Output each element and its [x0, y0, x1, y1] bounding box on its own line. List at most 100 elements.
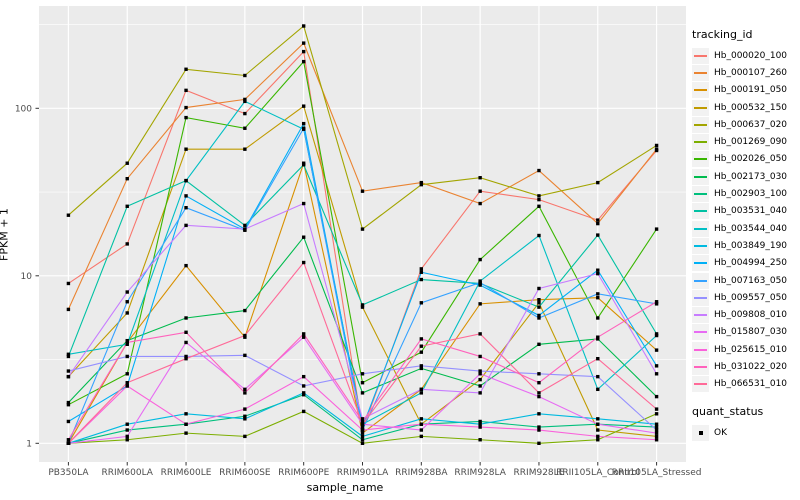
legend-item-Hb_003849_190: Hb_003849_190: [692, 237, 800, 254]
legend-item-label: Hb_002026_050: [714, 154, 788, 165]
data-point-marker: [301, 104, 306, 108]
legend-item-Hb_007163_050: Hb_007163_050: [692, 272, 800, 289]
data-point-marker: [419, 301, 424, 305]
legend-title-tracking-id: tracking_id: [692, 28, 753, 41]
data-point-marker: [360, 305, 365, 309]
data-point-marker: [537, 305, 541, 309]
data-point-marker: [478, 283, 482, 287]
legend-tracking-items: Hb_000020_100 Hb_000107_260 Hb_000191_050 H…: [692, 47, 800, 393]
legend-item-Hb_009808_010: Hb_009808_010: [692, 306, 800, 324]
data-point-marker: [66, 213, 71, 217]
legend-item-Hb_025615_010: Hb_025615_010: [692, 341, 800, 358]
legend-key-icon: [692, 272, 709, 289]
legend-quant-status-block: quant_status OK: [692, 405, 800, 441]
data-point-marker: [478, 332, 482, 336]
data-point-marker: [301, 201, 306, 206]
data-point-marker: [419, 277, 424, 282]
data-point-marker: [419, 417, 424, 421]
data-point-marker: [243, 308, 247, 313]
data-point-marker: [184, 194, 188, 198]
legend-key-icon: [692, 64, 709, 81]
data-point-marker: [243, 417, 247, 421]
legend-color-line-icon: [694, 262, 707, 265]
data-point-marker: [654, 372, 659, 376]
data-point-marker: [537, 197, 541, 202]
data-point-marker: [184, 316, 188, 320]
legend-key-icon: [692, 255, 709, 272]
data-point-marker: [125, 422, 129, 426]
data-point-marker: [125, 354, 129, 359]
data-point-marker: [654, 300, 659, 304]
data-point-marker: [654, 425, 659, 429]
legend-item-Hb_001269_090: Hb_001269_090: [692, 133, 800, 151]
data-point-marker: [243, 387, 247, 392]
legend-item-label: Hb_002173_030: [714, 171, 788, 182]
data-point-marker: [125, 384, 129, 388]
data-point-marker: [478, 419, 482, 424]
data-point-marker: [596, 434, 600, 439]
legend-color-line-icon: [694, 193, 707, 196]
legend-key-icon: [692, 237, 709, 254]
data-point-marker: [596, 335, 600, 339]
data-point-marker: [596, 271, 600, 276]
data-point-marker: [537, 313, 541, 318]
data-point-marker: [478, 425, 482, 429]
data-point-marker: [243, 407, 247, 411]
data-point-marker: [478, 377, 482, 382]
data-point-marker: [66, 402, 71, 407]
data-point-marker: [596, 268, 600, 272]
data-point-marker: [478, 280, 482, 285]
legend-item-label: Hb_004994_250: [714, 258, 788, 269]
legend-color-line-icon: [694, 123, 707, 126]
data-point-marker: [125, 428, 129, 432]
y-tick-label: 1: [26, 439, 32, 449]
data-point-marker: [301, 121, 306, 126]
data-point-marker: [125, 438, 129, 442]
legend-key-icon: [692, 289, 709, 306]
data-point-marker: [125, 372, 129, 376]
x-tick-label: RRIM901LA: [337, 468, 389, 478]
legend-item-Hb_015807_030: Hb_015807_030: [692, 324, 800, 341]
data-point-marker: [596, 356, 600, 361]
black-square-marker-icon: [698, 430, 703, 435]
data-point-marker: [419, 387, 424, 392]
legend-key-icon: [692, 151, 709, 168]
data-point-marker: [419, 182, 424, 187]
legend-key-icon: [692, 358, 709, 375]
data-point-marker: [596, 387, 600, 392]
legend: tracking_id Hb_000020_100 Hb_000107_260 Hb…: [692, 28, 800, 441]
data-point-marker: [301, 235, 306, 239]
legend-key-icon: [692, 82, 709, 99]
legend-color-line-icon: [694, 348, 707, 351]
data-point-marker: [537, 425, 541, 429]
data-point-marker: [596, 438, 600, 442]
data-point-marker: [654, 394, 659, 399]
data-point-marker: [596, 218, 600, 222]
legend-key-icon: [692, 186, 709, 203]
data-point-marker: [478, 369, 482, 373]
data-point-marker: [478, 201, 482, 206]
legend-item-Hb_000637_020: Hb_000637_020: [692, 116, 800, 133]
legend-key-icon: [692, 220, 709, 237]
x-tick-label: PB350LA: [48, 468, 89, 478]
data-point-marker: [360, 425, 365, 429]
legend-item-label: Hb_009808_010: [714, 310, 788, 321]
data-point-marker: [360, 431, 365, 435]
legend-color-line-icon: [694, 54, 707, 57]
data-point-marker: [596, 221, 600, 226]
legend-item-label: Hb_066531_010: [714, 379, 788, 390]
legend-key-icon: [692, 376, 709, 393]
x-tick-label: RRII105LA_Stressed: [612, 468, 702, 478]
data-point-marker: [478, 438, 482, 442]
data-point-marker: [243, 227, 247, 231]
data-point-marker: [419, 180, 424, 185]
data-point-marker: [184, 412, 188, 416]
legend-item-label: Hb_000191_050: [714, 85, 788, 96]
legend-color-line-icon: [694, 106, 707, 109]
legend-item-label: Hb_003544_040: [714, 223, 788, 234]
legend-color-line-icon: [694, 227, 707, 230]
legend-key-icon: [692, 203, 709, 220]
data-point-marker: [301, 41, 306, 45]
data-point-marker: [301, 49, 306, 54]
legend-item-label: Hb_000107_260: [714, 67, 788, 78]
